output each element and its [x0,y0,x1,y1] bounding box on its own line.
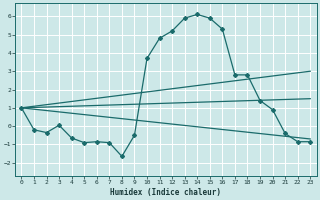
X-axis label: Humidex (Indice chaleur): Humidex (Indice chaleur) [110,188,221,197]
